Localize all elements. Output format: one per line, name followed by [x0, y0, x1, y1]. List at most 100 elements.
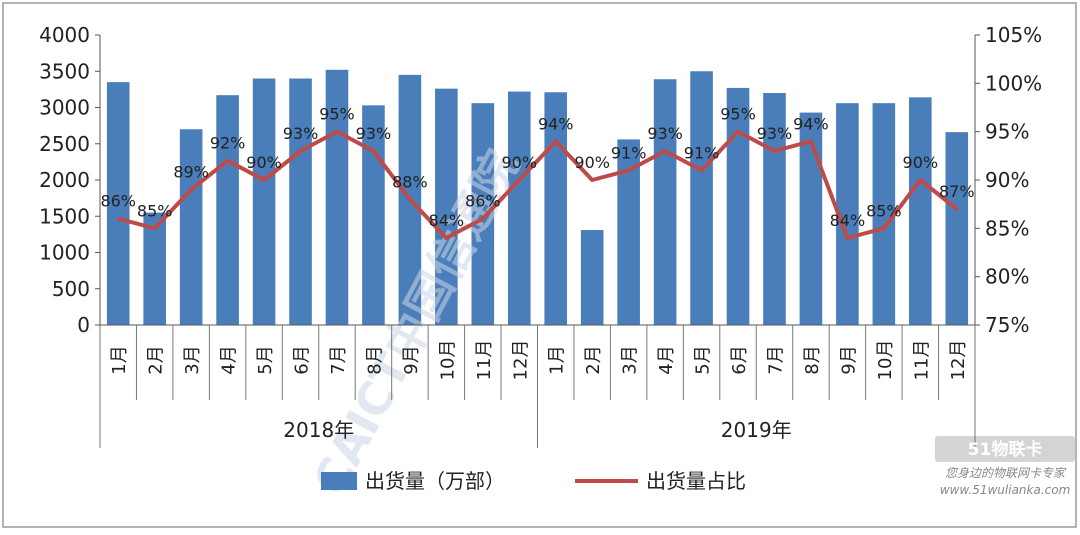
month-label: 4月 — [219, 345, 240, 374]
month-label: 6月 — [292, 345, 313, 374]
data-label: 87% — [939, 182, 975, 201]
data-label: 86% — [465, 192, 501, 211]
month-label: 3月 — [620, 345, 641, 374]
data-label: 88% — [392, 172, 428, 191]
data-label: 84% — [830, 211, 866, 230]
bar — [690, 71, 713, 325]
month-label: 12月 — [948, 340, 969, 381]
left-tick-label: 1000 — [39, 241, 90, 265]
data-label: 90% — [903, 153, 939, 172]
bar — [836, 103, 859, 326]
line-point — [700, 168, 704, 172]
month-label: 1月 — [547, 345, 568, 374]
data-label: 92% — [210, 134, 246, 153]
data-label: 93% — [356, 124, 392, 143]
month-label: 2月 — [583, 345, 604, 374]
line-point — [554, 139, 558, 143]
axes: 0 500 1000 1500 2000 2500 3000 3500 4000 75% 80% 85… — [39, 23, 1042, 337]
brand-tagline: 您身边的物联网卡专家 — [945, 466, 1067, 480]
line-point — [517, 178, 521, 182]
line-point — [736, 130, 740, 134]
right-tick-label: 105% — [985, 23, 1042, 47]
month-label: 3月 — [182, 345, 203, 374]
legend: 出货量（万部） 出货量占比 — [321, 469, 746, 493]
data-label: 86% — [100, 192, 136, 211]
line-point — [116, 217, 120, 221]
right-tick-label: 75% — [985, 313, 1029, 337]
data-label: 95% — [720, 105, 756, 124]
line-point — [226, 159, 230, 163]
right-tick-label: 90% — [985, 168, 1029, 192]
data-label: 93% — [757, 124, 793, 143]
month-label: 5月 — [255, 345, 276, 374]
data-label: 85% — [866, 201, 902, 220]
month-label: 11月 — [474, 340, 495, 381]
left-tick-label: 500 — [52, 277, 90, 301]
bar — [726, 87, 750, 325]
brand-logo-box — [935, 436, 1075, 462]
line-point — [481, 217, 485, 221]
month-label: 9月 — [838, 345, 859, 374]
right-tick-label: 100% — [985, 71, 1042, 95]
data-labels: 86%85%89%92%90%93%95%93%88%84%86%90%94%9… — [100, 105, 974, 230]
month-label: 5月 — [693, 345, 714, 374]
left-tick-label: 2000 — [39, 168, 90, 192]
line-point — [918, 178, 922, 182]
month-label: 8月 — [364, 345, 385, 374]
left-tick-label: 2500 — [39, 132, 90, 156]
bar — [617, 139, 640, 325]
line-point — [772, 149, 776, 153]
x-axis: 1月 2月 3月 4月 5月 6月 7月 8月 9月 10月 11月 12月 1月 2月 3月 4月 5月 6月 7… — [99, 324, 976, 448]
bar — [507, 91, 531, 325]
bar — [909, 97, 932, 325]
brand-url: www.51wulianka.com — [940, 483, 1071, 497]
month-label: 10月 — [875, 340, 896, 381]
data-label: 84% — [429, 211, 465, 230]
month-label: 4月 — [656, 345, 677, 374]
bar — [435, 88, 458, 326]
line-point — [335, 130, 339, 134]
month-label: 9月 — [401, 345, 422, 374]
line-point — [371, 149, 375, 153]
bar — [143, 212, 166, 325]
right-tick-label: 85% — [985, 216, 1029, 240]
legend-bar-swatch — [321, 472, 357, 490]
data-label: 94% — [538, 114, 574, 133]
brand-logo-text: 51物联卡 — [968, 439, 1043, 460]
left-tick-label: 1500 — [39, 204, 90, 228]
line-point — [590, 178, 594, 182]
line-point — [809, 139, 813, 143]
line-series — [116, 129, 959, 240]
bar — [945, 132, 969, 325]
data-label: 91% — [684, 143, 720, 162]
left-tick-label: 0 — [77, 313, 90, 337]
line-point — [444, 236, 448, 240]
month-label: 7月 — [765, 345, 786, 374]
month-label: 6月 — [729, 345, 750, 374]
month-label: 7月 — [328, 345, 349, 374]
bar — [106, 82, 130, 325]
bar — [252, 78, 276, 325]
line-point — [955, 207, 959, 211]
month-label: 12月 — [510, 340, 531, 381]
line-point — [262, 178, 266, 182]
bar — [544, 92, 568, 326]
bar — [580, 230, 604, 325]
bar — [653, 79, 677, 325]
line-point — [882, 226, 886, 230]
month-label: 8月 — [802, 345, 823, 374]
left-tick-label: 3500 — [39, 59, 90, 83]
line-point — [663, 149, 667, 153]
line-point — [627, 168, 631, 172]
left-tick-label: 3000 — [39, 96, 90, 120]
bar — [872, 103, 896, 326]
data-label: 89% — [173, 163, 209, 182]
line-point — [189, 188, 193, 192]
month-label: 11月 — [911, 340, 932, 381]
data-label: 94% — [793, 114, 829, 133]
data-label: 90% — [246, 153, 282, 172]
data-label: 85% — [137, 201, 173, 220]
data-label: 91% — [611, 143, 647, 162]
